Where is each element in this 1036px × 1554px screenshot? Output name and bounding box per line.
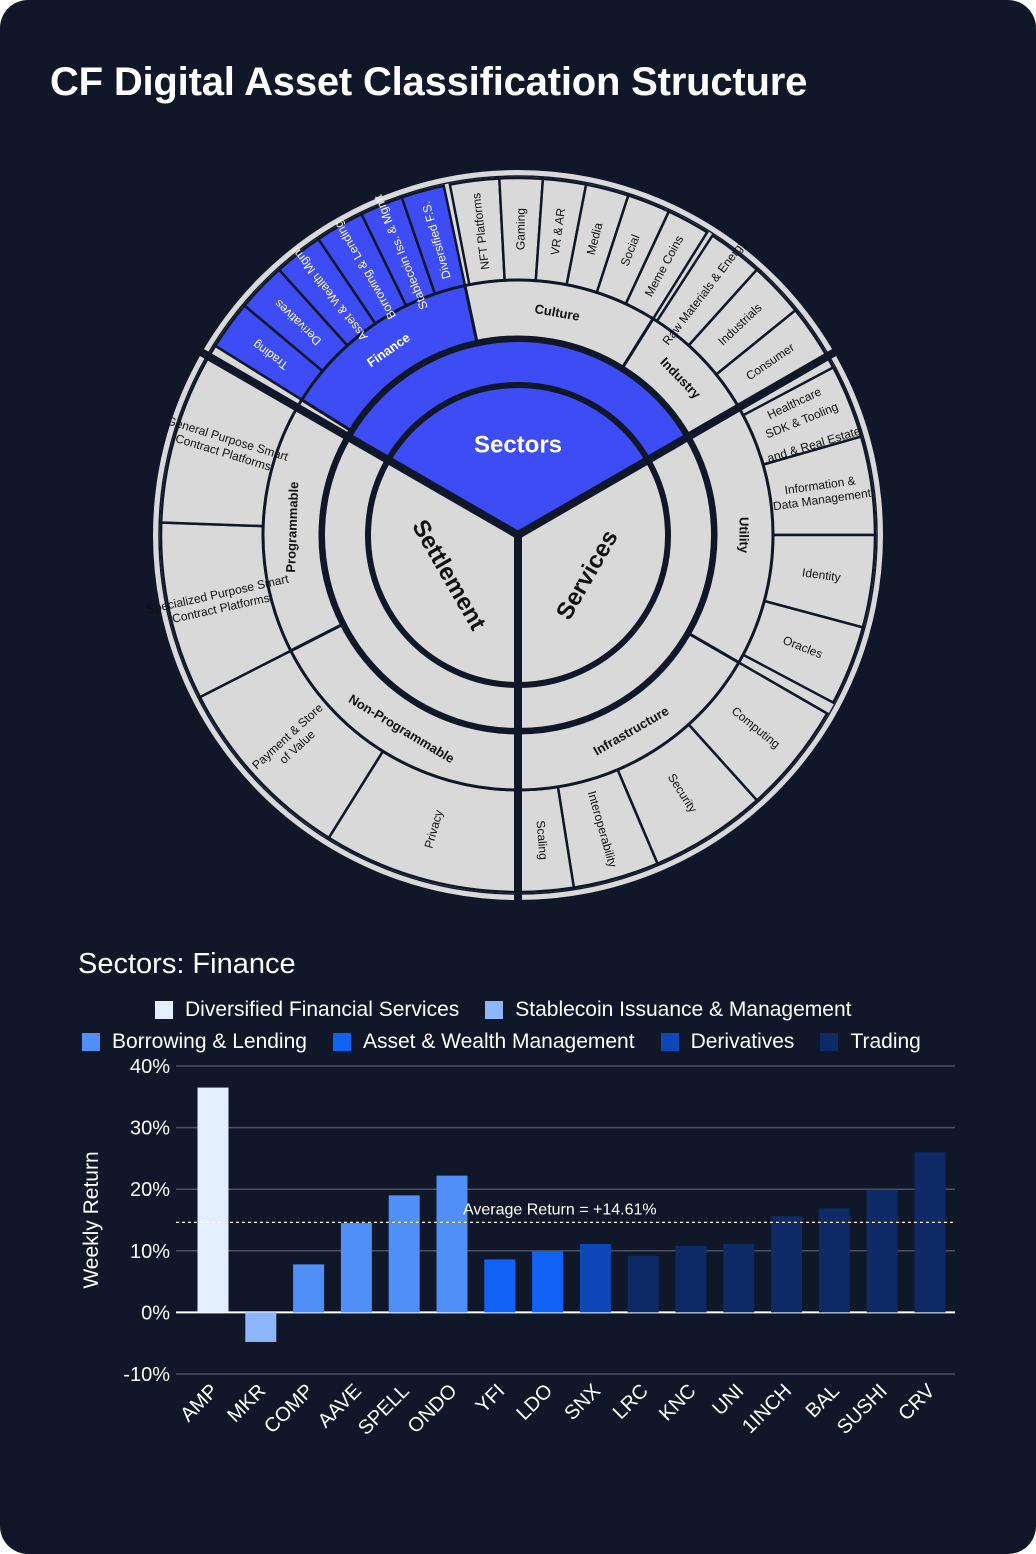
legend-swatch	[660, 1033, 679, 1051]
bar-sushi	[866, 1189, 898, 1313]
y-axis-label: Weekly Return	[80, 1151, 103, 1288]
sector-divider	[515, 347, 840, 539]
x-tick-label: AMP	[176, 1380, 222, 1426]
x-tick-label: SNX	[560, 1380, 605, 1425]
bar-comp	[293, 1264, 325, 1313]
legend-item: Derivatives	[660, 1030, 794, 1054]
bar-uni	[723, 1244, 755, 1313]
sector-core-sectors	[383, 382, 653, 539]
bar-amp	[197, 1087, 229, 1313]
bar-ldo	[532, 1251, 564, 1313]
legend-item: Diversified Financial Services	[155, 998, 459, 1022]
y-tick-label: 40%	[130, 1056, 170, 1078]
page-title: CF Digital Asset Classification Structur…	[50, 60, 808, 104]
legend-swatch	[485, 1001, 504, 1019]
bar-spell	[388, 1195, 420, 1313]
bar-1inch	[771, 1216, 803, 1313]
average-label: Average Return = +14.61%	[463, 1201, 657, 1218]
x-tick-label: CRV	[894, 1380, 940, 1426]
y-tick-label: 20%	[130, 1179, 170, 1201]
subsector-label: Programmable	[283, 481, 301, 573]
bar-ondo	[436, 1175, 468, 1313]
legend-item: Trading	[820, 1030, 921, 1054]
chart-title: Sectors: Finance	[78, 948, 296, 980]
legend-item: Borrowing & Lending	[82, 1030, 307, 1054]
sector-divider	[196, 347, 521, 539]
x-tick-label: ONDO	[404, 1380, 462, 1438]
y-tick-label: 30%	[130, 1118, 170, 1140]
bar-knc	[675, 1245, 707, 1313]
bar-bal	[818, 1208, 850, 1313]
sunburst-label: Identity	[801, 565, 841, 584]
bar-yfi	[484, 1259, 516, 1313]
x-tick-label: SPELL	[354, 1380, 414, 1440]
x-tick-label: LRC	[609, 1380, 653, 1424]
bar-snx	[579, 1244, 611, 1313]
legend-swatch	[820, 1033, 839, 1051]
subsector-label: Utility	[737, 517, 752, 554]
center-label: Sectors	[474, 432, 562, 459]
x-tick-label: BAL	[802, 1380, 844, 1422]
y-tick-label: 0%	[141, 1302, 170, 1324]
legend-swatch	[82, 1033, 100, 1051]
sunburst-label: Gaming	[513, 208, 527, 250]
y-tick-label: 10%	[130, 1241, 170, 1263]
x-tick-label: SUSHI	[833, 1380, 892, 1439]
x-tick-label: UNI	[708, 1380, 748, 1420]
x-tick-label: 1INCH	[738, 1380, 796, 1438]
x-tick-label: LDO	[512, 1380, 557, 1425]
sunburst-label: VR & AR	[548, 207, 568, 256]
sunburst-label: Scaling	[533, 820, 550, 860]
bar-aave	[340, 1223, 372, 1313]
bar-crv	[914, 1152, 946, 1313]
x-tick-label: KNC	[655, 1380, 700, 1425]
legend-swatch	[332, 1033, 351, 1051]
y-tick-label: -10%	[123, 1364, 170, 1386]
bar-mkr	[245, 1312, 277, 1342]
x-tick-label: COMP	[260, 1380, 318, 1438]
legend-swatch	[155, 1001, 173, 1019]
x-tick-label: YFI	[472, 1380, 510, 1418]
bar-lrc	[627, 1255, 659, 1313]
legend-item: Asset & Wealth Management	[332, 1030, 635, 1054]
legend-item: Stablecoin Issuance & Management	[485, 998, 851, 1022]
